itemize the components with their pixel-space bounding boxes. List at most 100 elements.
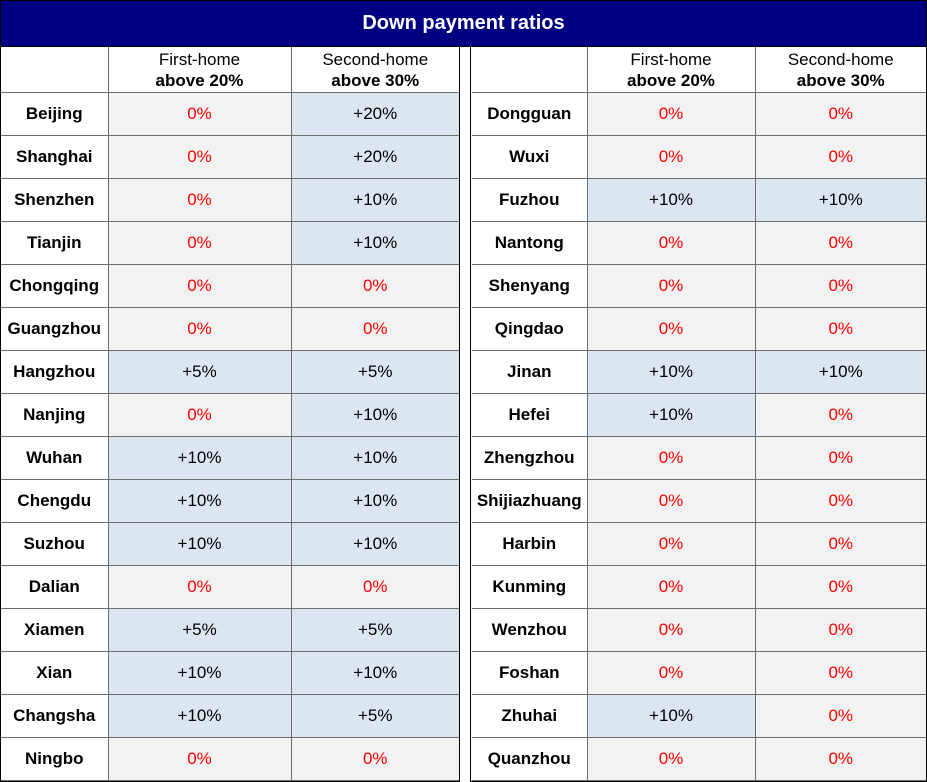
city-name: Guangzhou <box>1 307 109 351</box>
right-second-home-header: Second-home above 30% <box>754 47 926 93</box>
right-table-body: Dongguan 0% 0% Wuxi 0% 0% Fuzhou +10% +10% Nanton… <box>472 92 926 781</box>
table-row: Zhuhai +10% 0% <box>472 694 926 738</box>
second-home-value: 0% <box>290 264 459 308</box>
second-home-value: 0% <box>754 522 926 566</box>
city-name: Hefei <box>472 393 588 437</box>
city-name: Shanghai <box>1 135 109 179</box>
table-row: Shenzhen 0% +10% <box>1 178 459 222</box>
second-home-value: 0% <box>754 608 926 652</box>
second-home-value: 0% <box>754 221 926 265</box>
second-home-value: +5% <box>290 694 459 738</box>
first-home-value: +10% <box>107 436 292 480</box>
first-home-value: 0% <box>107 135 292 179</box>
first-home-value: +5% <box>107 608 292 652</box>
left-table-body: Beijing 0% +20% Shanghai 0% +20% Shenzhen 0% +10… <box>1 92 459 781</box>
first-home-value: +10% <box>586 393 756 437</box>
city-name: Changsha <box>1 694 109 738</box>
first-home-label: First-home <box>630 49 712 69</box>
first-home-value: 0% <box>586 264 756 308</box>
city-name: Foshan <box>472 651 588 695</box>
city-name: Wenzhou <box>472 608 588 652</box>
table-row: Dongguan 0% 0% <box>472 92 926 136</box>
left-second-home-header: Second-home above 30% <box>290 47 459 93</box>
city-name: Ningbo <box>1 737 109 781</box>
city-name: Chengdu <box>1 479 109 523</box>
left-first-home-header: First-home above 20% <box>107 47 292 93</box>
first-home-value: 0% <box>107 737 292 781</box>
city-name: Kunming <box>472 565 588 609</box>
first-home-value: 0% <box>586 92 756 136</box>
table-row: Wuhan +10% +10% <box>1 436 459 480</box>
city-name: Dalian <box>1 565 109 609</box>
table-row: Xian +10% +10% <box>1 651 459 695</box>
first-home-value: 0% <box>107 264 292 308</box>
first-home-value: +10% <box>586 350 756 394</box>
first-home-value: +10% <box>107 522 292 566</box>
panel-divider <box>459 47 471 782</box>
first-home-value: 0% <box>586 651 756 695</box>
first-home-value: 0% <box>586 436 756 480</box>
table-row: Chengdu +10% +10% <box>1 479 459 523</box>
city-name: Zhuhai <box>472 694 588 738</box>
second-home-value: 0% <box>754 737 926 781</box>
table-row: Fuzhou +10% +10% <box>472 178 926 222</box>
city-name: Dongguan <box>472 92 588 136</box>
table-row: Nanjing 0% +10% <box>1 393 459 437</box>
city-name: Shenyang <box>472 264 588 308</box>
right-header-row: First-home above 20% Second-home above 3… <box>472 47 926 93</box>
second-home-label: Second-home <box>787 49 894 69</box>
city-name: Shijiazhuang <box>472 479 588 523</box>
city-name: Harbin <box>472 522 588 566</box>
first-home-value: +10% <box>107 479 292 523</box>
city-name: Tianjin <box>1 221 109 265</box>
table-row: Suzhou +10% +10% <box>1 522 459 566</box>
city-name: Quanzhou <box>472 737 588 781</box>
table-row: Qingdao 0% 0% <box>472 307 926 351</box>
first-home-value: 0% <box>107 307 292 351</box>
second-home-value: 0% <box>754 565 926 609</box>
second-home-value: +10% <box>290 479 459 523</box>
second-home-value: +20% <box>290 135 459 179</box>
first-home-value: 0% <box>586 135 756 179</box>
second-home-value: 0% <box>754 651 926 695</box>
table-title: Down payment ratios <box>1 1 926 47</box>
first-home-value: +10% <box>107 651 292 695</box>
city-name: Chongqing <box>1 264 109 308</box>
city-name: Suzhou <box>1 522 109 566</box>
city-name: Nantong <box>472 221 588 265</box>
city-name: Jinan <box>472 350 588 394</box>
table-row: Guangzhou 0% 0% <box>1 307 459 351</box>
second-home-value: +10% <box>290 436 459 480</box>
table-row: Chongqing 0% 0% <box>1 264 459 308</box>
second-home-value: +5% <box>290 608 459 652</box>
table-row: Foshan 0% 0% <box>472 651 926 695</box>
first-home-label: First-home <box>158 49 241 69</box>
table-row: Kunming 0% 0% <box>472 565 926 609</box>
table-row: Shanghai 0% +20% <box>1 135 459 179</box>
table-row: Zhengzhou 0% 0% <box>472 436 926 480</box>
table-row: Xiamen +5% +5% <box>1 608 459 652</box>
table-row: Harbin 0% 0% <box>472 522 926 566</box>
first-home-value: 0% <box>107 565 292 609</box>
second-home-value: 0% <box>754 436 926 480</box>
right-table: First-home above 20% Second-home above 3… <box>472 47 926 781</box>
second-home-value: 0% <box>290 307 459 351</box>
left-panel: First-home above 20% Second-home above 3… <box>1 47 459 781</box>
first-home-value: +10% <box>107 694 292 738</box>
first-home-value: 0% <box>586 307 756 351</box>
second-home-value: 0% <box>754 393 926 437</box>
first-home-threshold: above 20% <box>155 70 244 90</box>
table-row: Wuxi 0% 0% <box>472 135 926 179</box>
second-home-value: 0% <box>290 565 459 609</box>
table-row: Hefei +10% 0% <box>472 393 926 437</box>
table-row: Nantong 0% 0% <box>472 221 926 265</box>
table-row: Dalian 0% 0% <box>1 565 459 609</box>
first-home-value: 0% <box>586 221 756 265</box>
table-row: Beijing 0% +20% <box>1 92 459 136</box>
second-home-value: +10% <box>290 522 459 566</box>
second-home-value: +5% <box>290 350 459 394</box>
second-home-value: 0% <box>754 135 926 179</box>
left-city-header <box>1 47 109 93</box>
second-home-value: +10% <box>754 178 926 222</box>
